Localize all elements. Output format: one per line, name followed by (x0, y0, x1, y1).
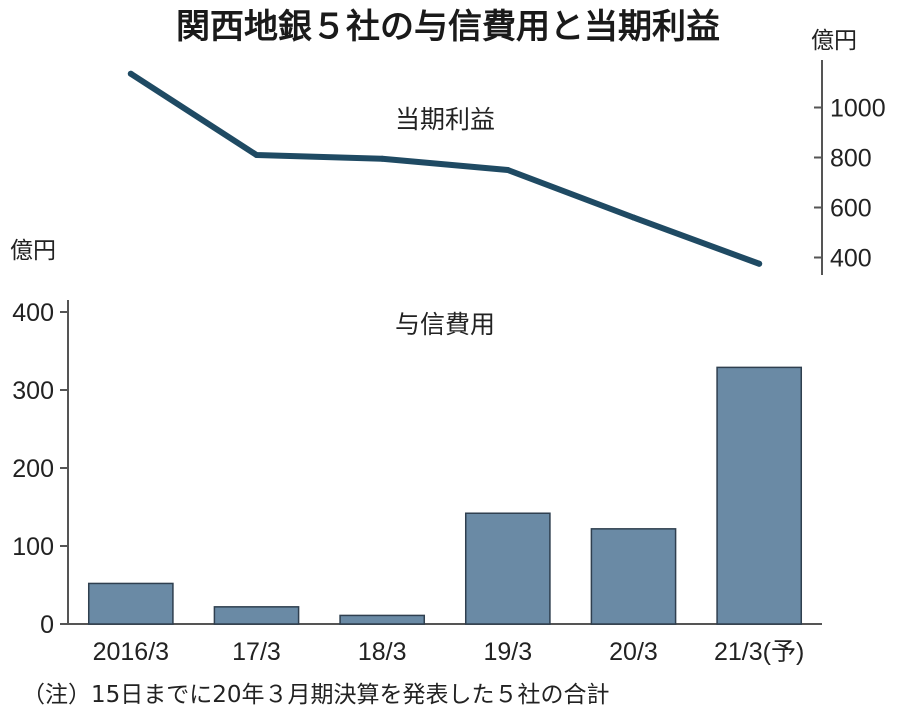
profit-y-tick-label: 600 (830, 195, 872, 223)
x-axis-tick-labels: 2016/3 17/3 18/3 19/3 20/3 21/3(予) (93, 638, 805, 666)
credit-cost-bar-panel: 億円 0 100 200 300 400 与信費用 2016/3 17/3 18/3 19/3… (10, 238, 822, 666)
profit-point (630, 214, 637, 221)
credit-cost-y-tick-label: 0 (40, 611, 54, 639)
profit-series-line (127, 70, 763, 267)
credit-cost-bar (87, 582, 174, 625)
credit-cost-unit-label: 億円 (10, 238, 56, 264)
credit-cost-y-ticks: 0 100 200 300 400 (12, 299, 68, 639)
profit-point (379, 155, 386, 162)
profit-y-tick-label: 800 (830, 145, 872, 173)
x-tick-label: 21/3(予) (714, 638, 804, 666)
credit-cost-y-tick-label: 100 (12, 533, 54, 561)
credit-cost-bar (339, 614, 426, 625)
profit-unit-label: 億円 (811, 28, 857, 54)
x-tick-label: 18/3 (358, 638, 407, 666)
profit-y-tick-label: 1000 (830, 95, 886, 123)
profit-point (127, 70, 134, 77)
credit-cost-series-label: 与信費用 (395, 310, 495, 339)
profit-y-tick-label: 400 (830, 245, 872, 273)
profit-point (756, 260, 763, 267)
credit-cost-bar (716, 366, 803, 625)
profit-point (504, 167, 511, 173)
credit-cost-y-tick-label: 300 (12, 377, 54, 405)
x-tick-label: 19/3 (483, 638, 532, 666)
profit-y-ticks: 400 600 800 1000 (814, 95, 886, 273)
profit-points (127, 70, 763, 267)
profit-series-label: 当期利益 (395, 105, 495, 134)
footnote: （注）15日までに20年３月期決算を発表した５社の合計 (22, 682, 610, 708)
credit-cost-bar (590, 528, 677, 625)
x-tick-label: 17/3 (232, 638, 281, 666)
chart-title: 関西地銀５社の与信費用と当期利益 (176, 7, 720, 47)
profit-point (253, 152, 260, 158)
x-tick-label: 20/3 (609, 638, 658, 666)
x-tick-label: 2016/3 (93, 638, 169, 666)
credit-cost-bar (213, 606, 300, 625)
profit-line-panel: 億円 400 600 800 1000 当期利益 (127, 28, 886, 275)
credit-cost-bars (87, 366, 803, 625)
credit-cost-bar (464, 512, 551, 625)
credit-cost-y-tick-label: 400 (12, 299, 54, 327)
credit-cost-y-tick-label: 200 (12, 455, 54, 483)
